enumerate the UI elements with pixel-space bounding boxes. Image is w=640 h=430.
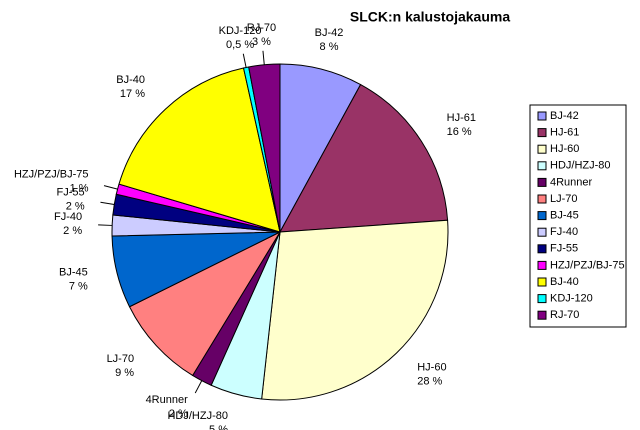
legend-swatch [537, 244, 547, 254]
value-label: 28 % [417, 376, 442, 388]
value-label: 1 % [70, 182, 89, 194]
legend-label: BJ-45 [550, 210, 579, 222]
value-label: 0,5 % [226, 39, 254, 51]
slice-label: FJ-55 [57, 187, 85, 199]
value-label: 5 % [209, 424, 228, 430]
legend-swatch [537, 211, 547, 221]
legend-label: FJ-40 [550, 226, 578, 238]
slice-label: HZJ/PZJ/BJ-75 [14, 168, 89, 180]
legend-label: HZJ/PZJ/BJ-75 [550, 259, 625, 271]
legend-swatch [537, 194, 547, 204]
legend-label: BJ-40 [550, 276, 579, 288]
value-label: 8 % [320, 41, 339, 53]
pie-slice [128, 230, 282, 377]
leader-line [103, 185, 118, 190]
legend-swatch [537, 128, 547, 138]
slice-label: HDJ/HZJ-80 [167, 410, 228, 422]
legend-label: FJ-55 [550, 243, 578, 255]
pie-slice [118, 67, 281, 233]
leader-line [242, 53, 247, 68]
leader-line [194, 380, 203, 394]
slice-label: RJ-70 [247, 22, 276, 34]
legend-label: BJ-42 [550, 110, 579, 122]
legend-swatch [537, 310, 547, 320]
legend-swatch [537, 294, 547, 304]
value-label: 7 % [69, 280, 88, 292]
legend-swatch [537, 111, 547, 121]
legend-label: KDJ-120 [550, 293, 593, 305]
legend-label: HJ-60 [550, 143, 579, 155]
legend-label: LJ-70 [550, 193, 578, 205]
leader-line [100, 201, 115, 206]
value-label: 3 % [252, 36, 271, 48]
slice-label: HJ-61 [447, 112, 476, 124]
legend-label: HJ-61 [550, 127, 579, 139]
legend-swatch [537, 260, 547, 270]
legend-label: 4Runner [550, 176, 593, 188]
slice-label: LJ-70 [107, 353, 135, 365]
slice-label: 4Runner [146, 394, 189, 406]
legend-swatch [537, 227, 547, 237]
legend-swatch [537, 144, 547, 154]
legend-swatch [537, 177, 547, 187]
slice-label: BJ-40 [116, 74, 145, 86]
pie-slice [248, 63, 281, 233]
legend-label: HDJ/HZJ-80 [550, 160, 611, 172]
value-label: 16 % [447, 126, 472, 138]
value-label: 2 % [66, 201, 85, 213]
value-label: 9 % [115, 367, 134, 379]
chart-title: SLCK:n kalustojakauma [350, 9, 510, 25]
legend-label: RJ-70 [550, 309, 579, 321]
pie-slice [279, 83, 449, 233]
leader-line [262, 50, 265, 65]
legend-swatch [537, 277, 547, 287]
value-label: 2 % [169, 408, 188, 420]
slice-label: BJ-45 [59, 266, 88, 278]
pie-slice [261, 219, 449, 401]
slice-label: KDJ-120 [219, 25, 262, 37]
value-label: 2 % [63, 225, 82, 237]
slice-label: BJ-42 [315, 27, 344, 39]
legend-swatch [537, 161, 547, 171]
slice-label: FJ-40 [54, 211, 82, 223]
value-label: 17 % [120, 88, 145, 100]
slice-label: HJ-60 [417, 362, 446, 374]
leader-line [98, 224, 113, 226]
